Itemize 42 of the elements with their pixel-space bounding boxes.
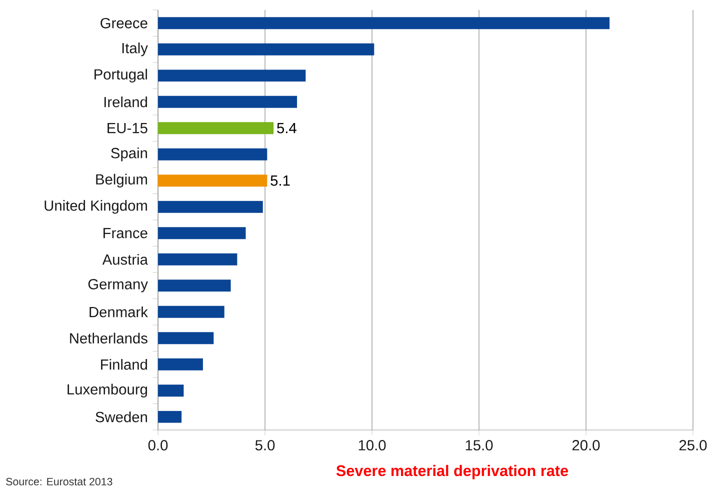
y-tick-label: Germany — [88, 278, 148, 292]
bar — [158, 332, 214, 344]
y-tick-label: Belgium — [96, 174, 147, 188]
y-tick-label: Spain — [111, 148, 147, 162]
bar — [158, 280, 231, 292]
y-tick-label: Denmark — [90, 306, 148, 318]
x-tick-label: 10.0 — [358, 440, 386, 450]
y-tick-label: Austria — [102, 254, 148, 265]
y-tick-label: France — [104, 228, 148, 238]
bar — [158, 70, 306, 82]
x-axis-title: Severe material deprivation rate — [336, 464, 568, 480]
y-tick-label: Ireland — [104, 96, 148, 108]
bar — [158, 253, 238, 266]
y-tick-label: Finland — [101, 358, 148, 370]
bar — [158, 200, 263, 213]
x-tick-label: 25.0 — [679, 440, 707, 450]
y-tick-label: United Kingdom — [44, 200, 147, 214]
y-tick-label: Greece — [100, 18, 148, 28]
bar — [158, 384, 184, 397]
bar — [158, 43, 374, 56]
x-tick-label: 5.0 — [255, 440, 275, 450]
data-label: 5.4 — [277, 123, 296, 134]
y-tick-label: Sweden — [96, 411, 147, 422]
bar — [158, 410, 182, 423]
data-label: 5.1 — [270, 176, 290, 186]
y-tick-label: EU-15 — [108, 123, 148, 134]
bar — [158, 17, 610, 30]
bar — [158, 174, 268, 187]
y-tick-label: Portugal — [94, 68, 147, 82]
bar — [158, 358, 203, 370]
x-tick-label: 0.0 — [148, 440, 168, 450]
source-note: Source: Eurostat 2013 — [6, 478, 112, 486]
bar — [158, 148, 268, 160]
bar — [158, 122, 274, 134]
x-tick-label: 15.0 — [466, 440, 493, 450]
bar — [158, 227, 246, 240]
bar — [158, 96, 298, 108]
y-tick-label: Luxembourg — [68, 384, 147, 398]
y-tick-label: Italy — [122, 42, 148, 56]
bar — [158, 306, 224, 318]
y-tick-label: Netherlands — [70, 332, 148, 344]
x-tick-label: 20.0 — [572, 440, 600, 450]
